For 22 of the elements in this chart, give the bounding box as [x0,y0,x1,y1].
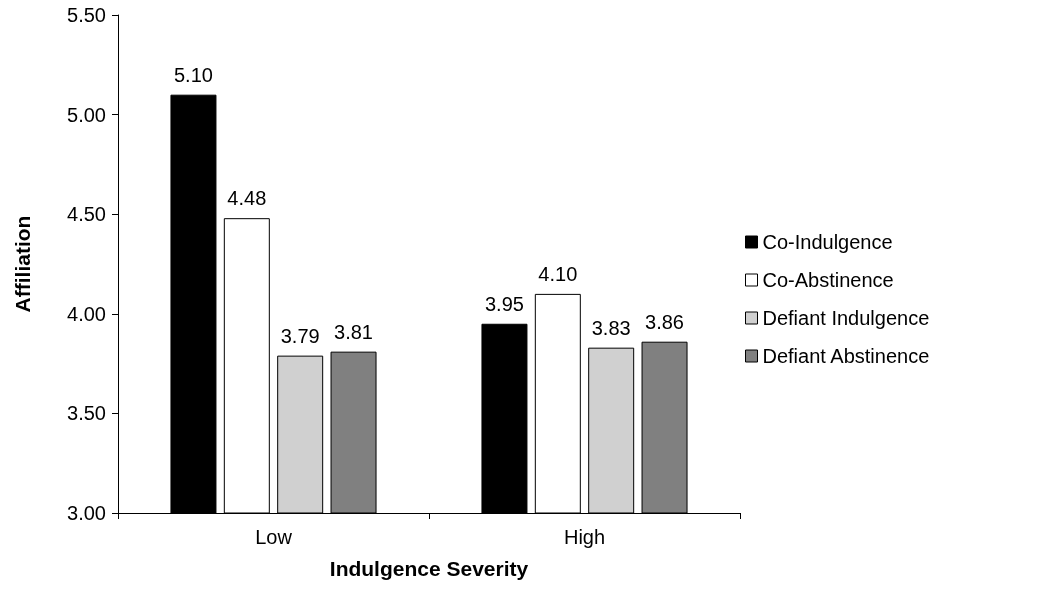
legend-label: Co-Abstinence [762,269,894,291]
data-label: 3.95 [484,292,524,315]
data-label: 3.81 [334,320,374,343]
x-tick-label: High [563,526,606,548]
x-tick-label: Low [255,526,293,548]
legend-label: Co-Indulgence [762,231,893,253]
y-tick-label: 3.00 [67,502,106,524]
y-tick-label: 3.50 [67,402,106,425]
x-axis-title: Indulgence Severity [329,557,529,580]
y-tick-label: 4.50 [67,203,106,226]
y-tick-label: 5.50 [67,4,106,26]
data-label: 5.10 [173,63,213,86]
data-label: 3.83 [591,316,631,339]
data-label: 4.48 [227,187,267,210]
y-axis-title: Affiliation [11,215,34,313]
data-label: 3.79 [280,324,320,347]
data-label: 4.10 [538,262,578,285]
data-label: 3.86 [645,310,685,333]
legend-label: Defiant Indulgence [762,307,930,329]
y-tick-label: 4.00 [67,302,106,325]
y-tick-label: 5.00 [67,103,106,126]
legend-label: Defiant Abstinence [762,345,930,367]
